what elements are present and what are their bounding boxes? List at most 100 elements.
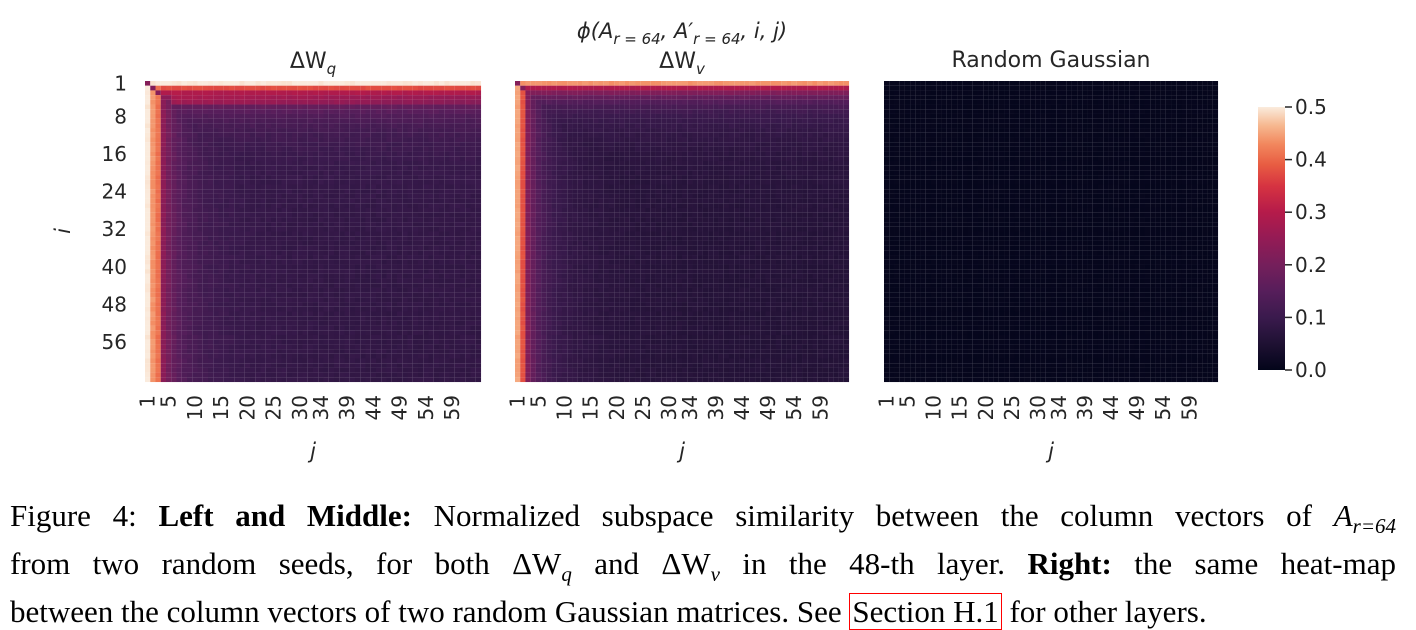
heatmap-cell [208, 132, 214, 138]
heatmap-cell [286, 259, 293, 265]
heatmap-cell [292, 339, 298, 345]
heatmap-cell [155, 231, 161, 237]
heatmap-cell [150, 353, 156, 359]
heatmap-cell [349, 377, 356, 383]
heatmap-cell [297, 292, 303, 298]
heatmap-cell [297, 231, 303, 237]
heatmap-cell [460, 99, 466, 105]
heatmap-cell [318, 170, 324, 176]
heatmap-cell [155, 193, 161, 199]
heatmap-cell [213, 372, 219, 378]
heatmap-cell [250, 175, 256, 180]
heatmap-cell [229, 151, 235, 157]
heatmap-cell [171, 146, 177, 152]
heatmap-cell [475, 226, 482, 232]
heatmap-cell [187, 85, 193, 91]
heatmap-cell [687, 85, 693, 91]
heatmap-cell [150, 259, 156, 265]
heatmap-cell [334, 113, 340, 119]
heatmap-cell [749, 118, 756, 124]
heatmap-cell [376, 316, 382, 321]
heatmap-cell [412, 236, 419, 241]
heatmap-cell [328, 109, 335, 114]
heatmap-cell [239, 170, 245, 176]
heatmap-cell [239, 123, 245, 129]
heatmap-cell [412, 269, 419, 274]
heatmap-cell [791, 104, 797, 110]
heatmap-cell [344, 316, 350, 321]
heatmap-cell [260, 269, 266, 274]
heatmap-cell [661, 109, 667, 114]
heatmap-cell [234, 367, 240, 373]
heatmap-cell [370, 156, 377, 161]
heatmap-cell [286, 142, 293, 147]
heatmap-cell [297, 367, 303, 373]
heatmap-cell [439, 372, 445, 378]
heatmap-cell [344, 142, 350, 147]
heatmap-cell [781, 104, 787, 110]
heatmap-cell [192, 193, 198, 199]
heatmap-cell [271, 339, 277, 345]
heatmap-cell [423, 203, 429, 209]
heatmap-cell [281, 363, 287, 368]
heatmap-cell [475, 104, 482, 110]
heatmap-cell [234, 90, 240, 96]
heatmap-cell [255, 302, 261, 307]
heatmap-cell [360, 358, 366, 364]
heatmap-cell [297, 287, 303, 293]
heatmap-cell [313, 95, 319, 100]
heatmap-cell [192, 273, 198, 279]
heatmap-cell [530, 132, 536, 138]
heatmap-cell [344, 349, 350, 354]
heatmap-cell [213, 109, 219, 114]
heatmap-cell [561, 128, 568, 133]
heatmap-cell [428, 264, 434, 270]
heatmap-cell [286, 184, 293, 190]
heatmap-cell [223, 339, 230, 345]
heatmap-cell [155, 226, 161, 232]
heatmap-cell [423, 81, 429, 86]
heatmap-cell [760, 137, 766, 143]
heatmap-cell [286, 170, 293, 176]
heatmap-cell [218, 207, 224, 213]
heatmap-cell [386, 151, 392, 157]
heatmap-cell [671, 85, 677, 91]
heatmap-cell [255, 189, 261, 194]
heatmap-cell [271, 269, 277, 274]
heatmap-cell [192, 297, 198, 303]
heatmap-cell [355, 189, 361, 194]
heatmap-cell [567, 81, 573, 86]
heatmap-cell [744, 104, 750, 110]
heatmap-cell [328, 311, 335, 317]
heatmap-cell [176, 255, 182, 260]
heatmap-cell [786, 95, 792, 100]
heatmap-cell [454, 231, 461, 237]
heatmap-cell [635, 142, 641, 147]
heatmap-cell [171, 302, 177, 307]
heatmap-cell [475, 330, 482, 336]
heatmap-cell [433, 325, 440, 331]
heatmap-cell [344, 358, 350, 364]
heatmap-cell [650, 118, 656, 124]
heatmap-cell [454, 170, 461, 176]
heatmap-cell [192, 160, 198, 166]
heatmap-cell [260, 255, 266, 260]
heatmap-cell [323, 358, 329, 364]
heatmap-cell [692, 123, 698, 129]
heatmap-cell [360, 113, 366, 119]
heatmap-cell [318, 236, 324, 241]
heatmap-cell [223, 259, 230, 265]
heatmap-cell [166, 217, 172, 223]
heatmap-cell [197, 142, 203, 147]
figure: ϕ(Ar = 64, A′r = 64, i, j) ΔWq ΔWv Rando… [51, 19, 1327, 463]
heatmap-cell [391, 217, 398, 223]
heatmap-cell [386, 160, 392, 166]
heatmap-cell [465, 104, 471, 110]
heatmap-cell [370, 297, 377, 303]
heatmap-cell [412, 377, 419, 383]
heatmap-cell [171, 339, 177, 345]
heatmap-cell [166, 306, 172, 312]
heatmap-cell [202, 118, 209, 124]
heatmap-cell [465, 85, 471, 91]
heatmap-cell [297, 207, 303, 213]
